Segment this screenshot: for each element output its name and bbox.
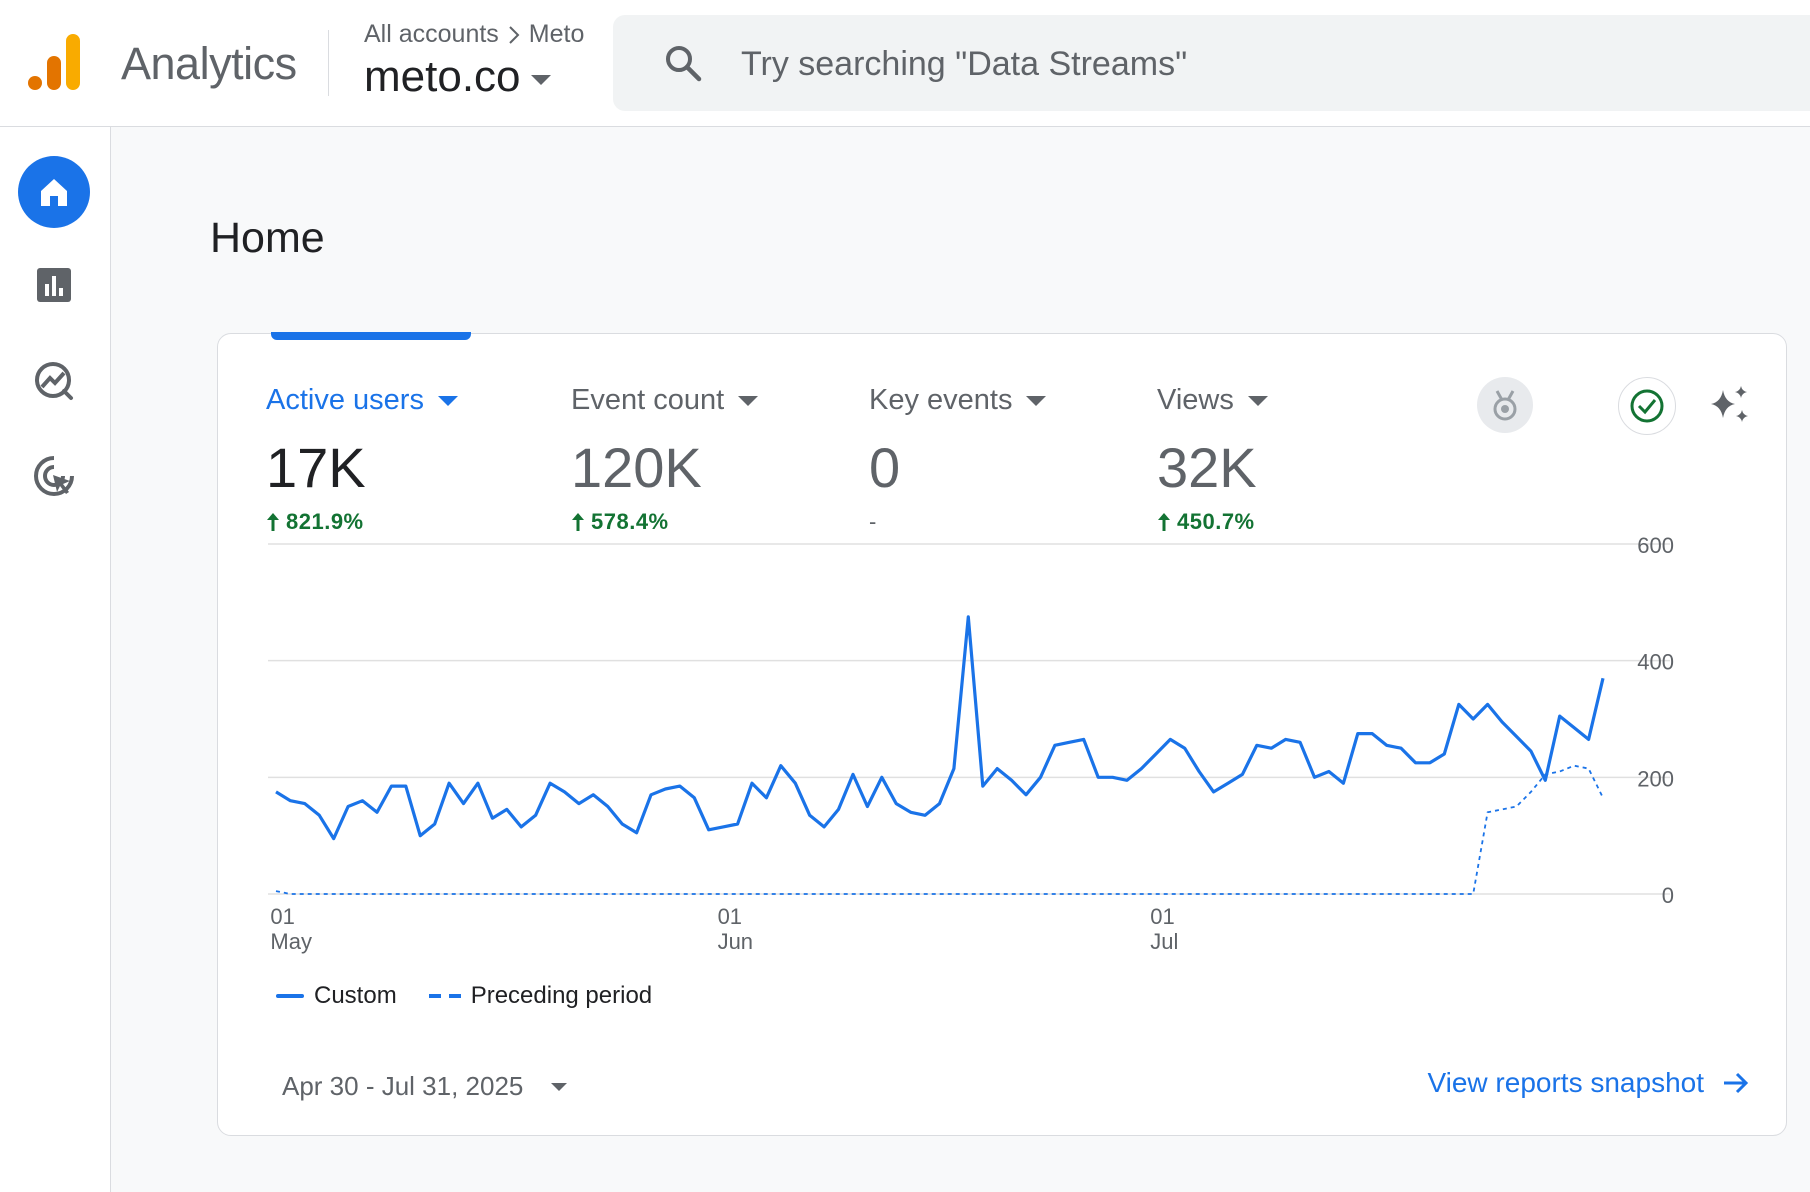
- check-status-button[interactable]: [1618, 377, 1676, 435]
- nav-explore[interactable]: [18, 345, 90, 417]
- arrow-up-icon: [267, 513, 279, 531]
- metric-label-text: Views: [1157, 384, 1234, 416]
- dropdown-caret-icon: [437, 395, 458, 406]
- metric-label-text: Active users: [266, 384, 424, 416]
- metric-label-key-events[interactable]: Key events: [869, 384, 1047, 417]
- metric-label-text: Event count: [571, 384, 725, 416]
- explore-icon: [35, 362, 73, 400]
- metric-value: 0: [869, 436, 901, 499]
- insights-medal-icon: [1493, 390, 1517, 421]
- insights-medal-button[interactable]: [1477, 377, 1533, 433]
- x-tick-label-day: 01: [1150, 904, 1174, 929]
- series-line-preceding-period: [275, 764, 1604, 895]
- x-tick-label-day: 01: [718, 904, 742, 929]
- legend-label-custom: Custom: [314, 982, 397, 1009]
- home-icon: [41, 179, 67, 206]
- metric-label-event-count[interactable]: Event count: [571, 384, 759, 417]
- view-reports-snapshot-label: View reports snapshot: [1427, 1067, 1704, 1098]
- view-reports-snapshot-link[interactable]: View reports snapshot: [1427, 1067, 1750, 1099]
- y-tick-label: 600: [1637, 533, 1674, 558]
- dropdown-caret-icon: [738, 395, 759, 406]
- x-tick-label-month: May: [270, 929, 312, 954]
- legend-swatch-preceding: [428, 994, 461, 998]
- breadcrumb-root[interactable]: All accounts: [364, 20, 499, 48]
- legend-label-preceding: Preceding period: [470, 982, 653, 1009]
- breadcrumb[interactable]: All accounts Meto: [364, 20, 584, 49]
- metric-active-users[interactable]: Active users 17K 821.9%: [266, 384, 458, 535]
- date-range-selector[interactable]: Apr 30 - Jul 31, 2025: [282, 1071, 568, 1102]
- home-overview-card: Active users 17K 821.9% Event count 120K…: [217, 332, 1787, 1136]
- metric-value: 120K: [571, 436, 702, 499]
- page-title: Home: [210, 214, 325, 262]
- selected-metric-indicator: [271, 332, 471, 340]
- nav-reports[interactable]: [18, 249, 90, 321]
- metric-label-text: Key events: [869, 384, 1013, 416]
- arrow-up-icon: [1158, 513, 1170, 531]
- metric-change: 821.9%: [266, 509, 458, 535]
- x-tick-label-day: 01: [270, 904, 294, 929]
- advertising-icon: [34, 456, 74, 496]
- metric-key-events[interactable]: Key events 0 -: [869, 384, 1047, 535]
- metric-change-value: 821.9%: [286, 509, 364, 534]
- date-range-label: Apr 30 - Jul 31, 2025: [282, 1071, 524, 1101]
- y-tick-label: 0: [1662, 883, 1674, 908]
- metric-value: 32K: [1157, 436, 1257, 499]
- dropdown-caret-icon: [530, 75, 551, 85]
- metric-event-count[interactable]: Event count 120K 578.4%: [571, 384, 759, 535]
- property-selector[interactable]: meto.co: [364, 52, 551, 102]
- y-tick-label: 400: [1637, 650, 1674, 675]
- legend-swatch-custom: [276, 994, 304, 998]
- arrow-right-icon: [1724, 1072, 1749, 1094]
- chart-legend: Custom Preceding period: [276, 982, 652, 1010]
- top-app-bar: Analytics All accounts Meto meto.co Try …: [0, 0, 1810, 127]
- arrow-up-icon: [572, 513, 584, 531]
- metric-change: -: [869, 509, 1046, 535]
- chevron-right-icon: [509, 25, 520, 44]
- metric-views[interactable]: Views 32K 450.7%: [1157, 384, 1268, 535]
- dropdown-caret-icon: [551, 1082, 568, 1091]
- search-icon: [666, 46, 702, 82]
- metric-label-active-users[interactable]: Active users: [266, 384, 458, 417]
- y-tick-label: 200: [1637, 766, 1674, 791]
- analytics-logo-icon[interactable]: [28, 32, 84, 92]
- check-circle-icon: [1630, 389, 1664, 423]
- x-tick-label-month: Jun: [718, 929, 753, 954]
- metric-change-value: 450.7%: [1177, 509, 1255, 534]
- metric-change-value: -: [869, 509, 877, 534]
- search-input[interactable]: Try searching "Data Streams": [741, 45, 1188, 83]
- property-name: meto.co: [364, 52, 521, 101]
- dropdown-caret-icon: [1026, 395, 1047, 406]
- product-name: Analytics: [121, 38, 297, 89]
- nav-advertising[interactable]: [18, 440, 90, 512]
- x-tick-label-month: Jul: [1150, 929, 1178, 954]
- metric-label-views[interactable]: Views: [1157, 384, 1268, 417]
- search-bar[interactable]: Try searching "Data Streams": [613, 15, 1810, 111]
- metric-change: 450.7%: [1157, 509, 1268, 535]
- sparkle-icon: [1711, 386, 1748, 422]
- sparkle-button[interactable]: [1702, 377, 1758, 433]
- metric-change-value: 578.4%: [591, 509, 669, 534]
- metric-change: 578.4%: [571, 509, 758, 535]
- reports-icon: [37, 268, 71, 302]
- breadcrumb-account[interactable]: Meto: [528, 20, 585, 48]
- header-divider: [328, 30, 329, 96]
- series-line-custom: [275, 615, 1605, 841]
- dropdown-caret-icon: [1247, 395, 1268, 406]
- side-navigation: [0, 127, 111, 1192]
- nav-home[interactable]: [18, 156, 90, 228]
- metric-value: 17K: [266, 436, 366, 499]
